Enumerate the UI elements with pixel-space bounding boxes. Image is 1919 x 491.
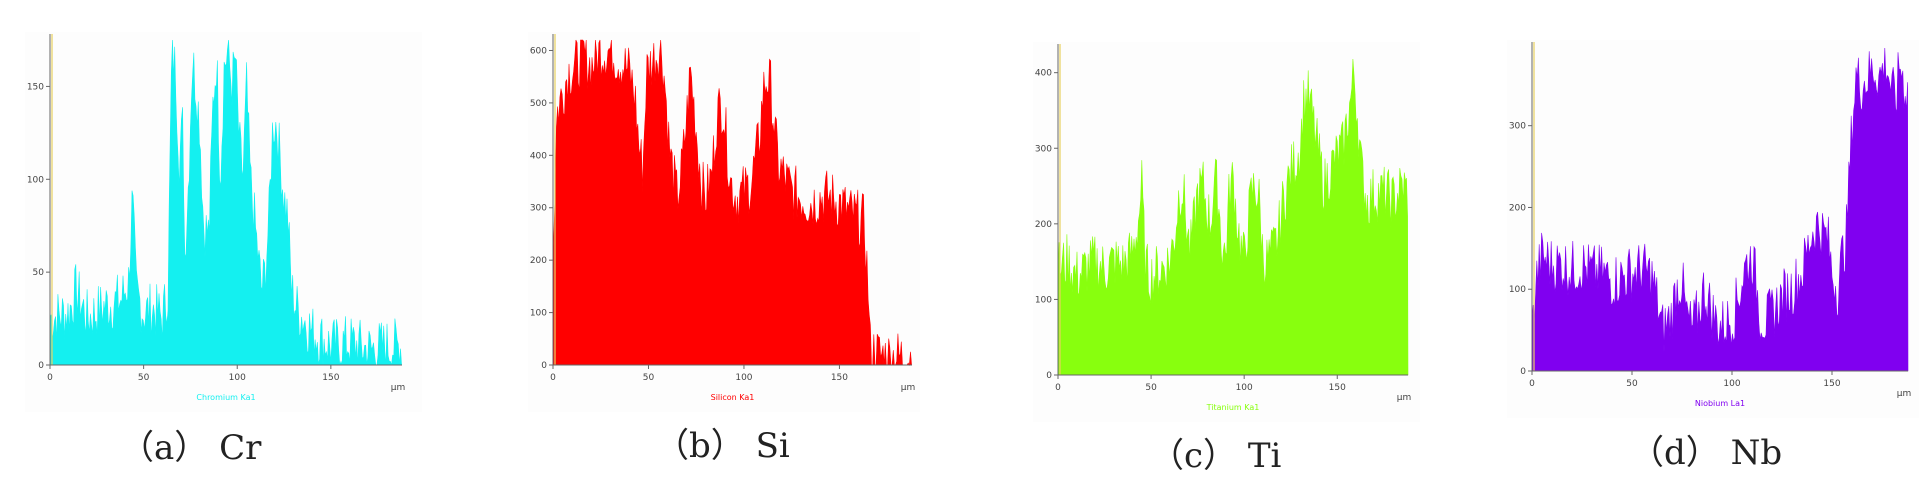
- x-tick-label: 100: [1236, 383, 1253, 393]
- element-line-label: Chromium Ka1: [196, 393, 255, 402]
- y-tick-label: 300: [530, 204, 547, 214]
- y-tick-label: 0: [1046, 371, 1052, 381]
- y-tick-label: 200: [1509, 203, 1526, 213]
- panel-caption: （d） Nb: [1630, 433, 1783, 473]
- x-tick-label: 100: [735, 373, 752, 383]
- y-tick-label: 0: [38, 361, 44, 371]
- x-tick-label: 150: [1823, 379, 1840, 389]
- chart-panel-nb: 0 100 200 300 0 50 100 150 μm Niobium La1 （d） Nb: [1490, 0, 1919, 491]
- x-tick-label: 50: [138, 373, 150, 383]
- element-line-label: Silicon Ka1: [711, 393, 755, 402]
- y-tick-label: 400: [530, 151, 547, 161]
- x-tick-label: 0: [550, 373, 556, 383]
- x-tick-label: 100: [229, 373, 246, 383]
- y-tick-label: 200: [530, 256, 547, 266]
- y-tick-label: 200: [1035, 220, 1052, 230]
- series-area: [552, 39, 912, 366]
- chart-panel-si: 0 100 200 300 400 500 600 0 50 100 150 μm Silicon Ka…: [480, 0, 920, 491]
- x-axis-unit: μm: [391, 383, 406, 393]
- y-tick-label: 100: [1509, 285, 1526, 295]
- x-tick-label: 150: [322, 373, 339, 383]
- y-tick-label: 100: [1035, 295, 1052, 305]
- panel-caption: （b） Si: [655, 426, 790, 466]
- y-tick-label: 100: [27, 175, 44, 185]
- x-tick-label: 0: [47, 373, 53, 383]
- x-tick-label: 50: [643, 373, 655, 383]
- y-tick-label: 300: [1035, 144, 1052, 154]
- y-tick-label: 150: [27, 82, 44, 92]
- chart-panel-cr: 0 50 100 150 0 50 100 150 μm Chromium Ka1 （a） Cr: [10, 0, 430, 491]
- x-axis-unit: μm: [1397, 393, 1412, 403]
- y-tick-label: 0: [1520, 367, 1526, 377]
- chart-panel-ti: 0 100 200 300 400 0 50 100 150 μm Titanium Ka1 （c）…: [990, 0, 1420, 491]
- x-tick-label: 100: [1723, 379, 1740, 389]
- element-line-label: Niobium La1: [1695, 399, 1745, 408]
- series-area: [49, 39, 402, 366]
- panel-caption: （c） Ti: [1150, 436, 1282, 476]
- x-tick-label: 150: [831, 373, 848, 383]
- chart-svg-si: 0 100 200 300 400 500 600 0 50 100 150 μm Silicon Ka…: [528, 32, 920, 412]
- y-tick-label: 0: [541, 361, 547, 371]
- y-tick-label: 300: [1509, 122, 1526, 132]
- x-axis-unit: μm: [1897, 389, 1912, 399]
- panel-caption: （a） Cr: [120, 428, 262, 468]
- y-tick-label: 600: [530, 46, 547, 56]
- chart-svg-ti: 0 100 200 300 400 0 50 100 150 μm Titanium Ka1: [1033, 42, 1420, 422]
- x-tick-label: 50: [1145, 383, 1157, 393]
- x-tick-label: 0: [1529, 379, 1535, 389]
- chart-svg-cr: 0 50 100 150 0 50 100 150 μm Chromium Ka1: [25, 32, 422, 412]
- y-tick-label: 100: [530, 309, 547, 319]
- chart-svg-nb: 0 100 200 300 0 50 100 150 μm Niobium La1: [1507, 40, 1919, 418]
- series-area: [1531, 47, 1909, 372]
- y-tick-label: 50: [33, 268, 45, 278]
- element-line-label: Titanium Ka1: [1206, 403, 1260, 412]
- x-tick-label: 0: [1055, 383, 1061, 393]
- x-tick-label: 50: [1626, 379, 1638, 389]
- y-tick-label: 400: [1035, 69, 1052, 79]
- x-axis-unit: μm: [901, 383, 916, 393]
- series-area: [1057, 58, 1409, 376]
- y-tick-label: 500: [530, 99, 547, 109]
- x-tick-label: 150: [1329, 383, 1346, 393]
